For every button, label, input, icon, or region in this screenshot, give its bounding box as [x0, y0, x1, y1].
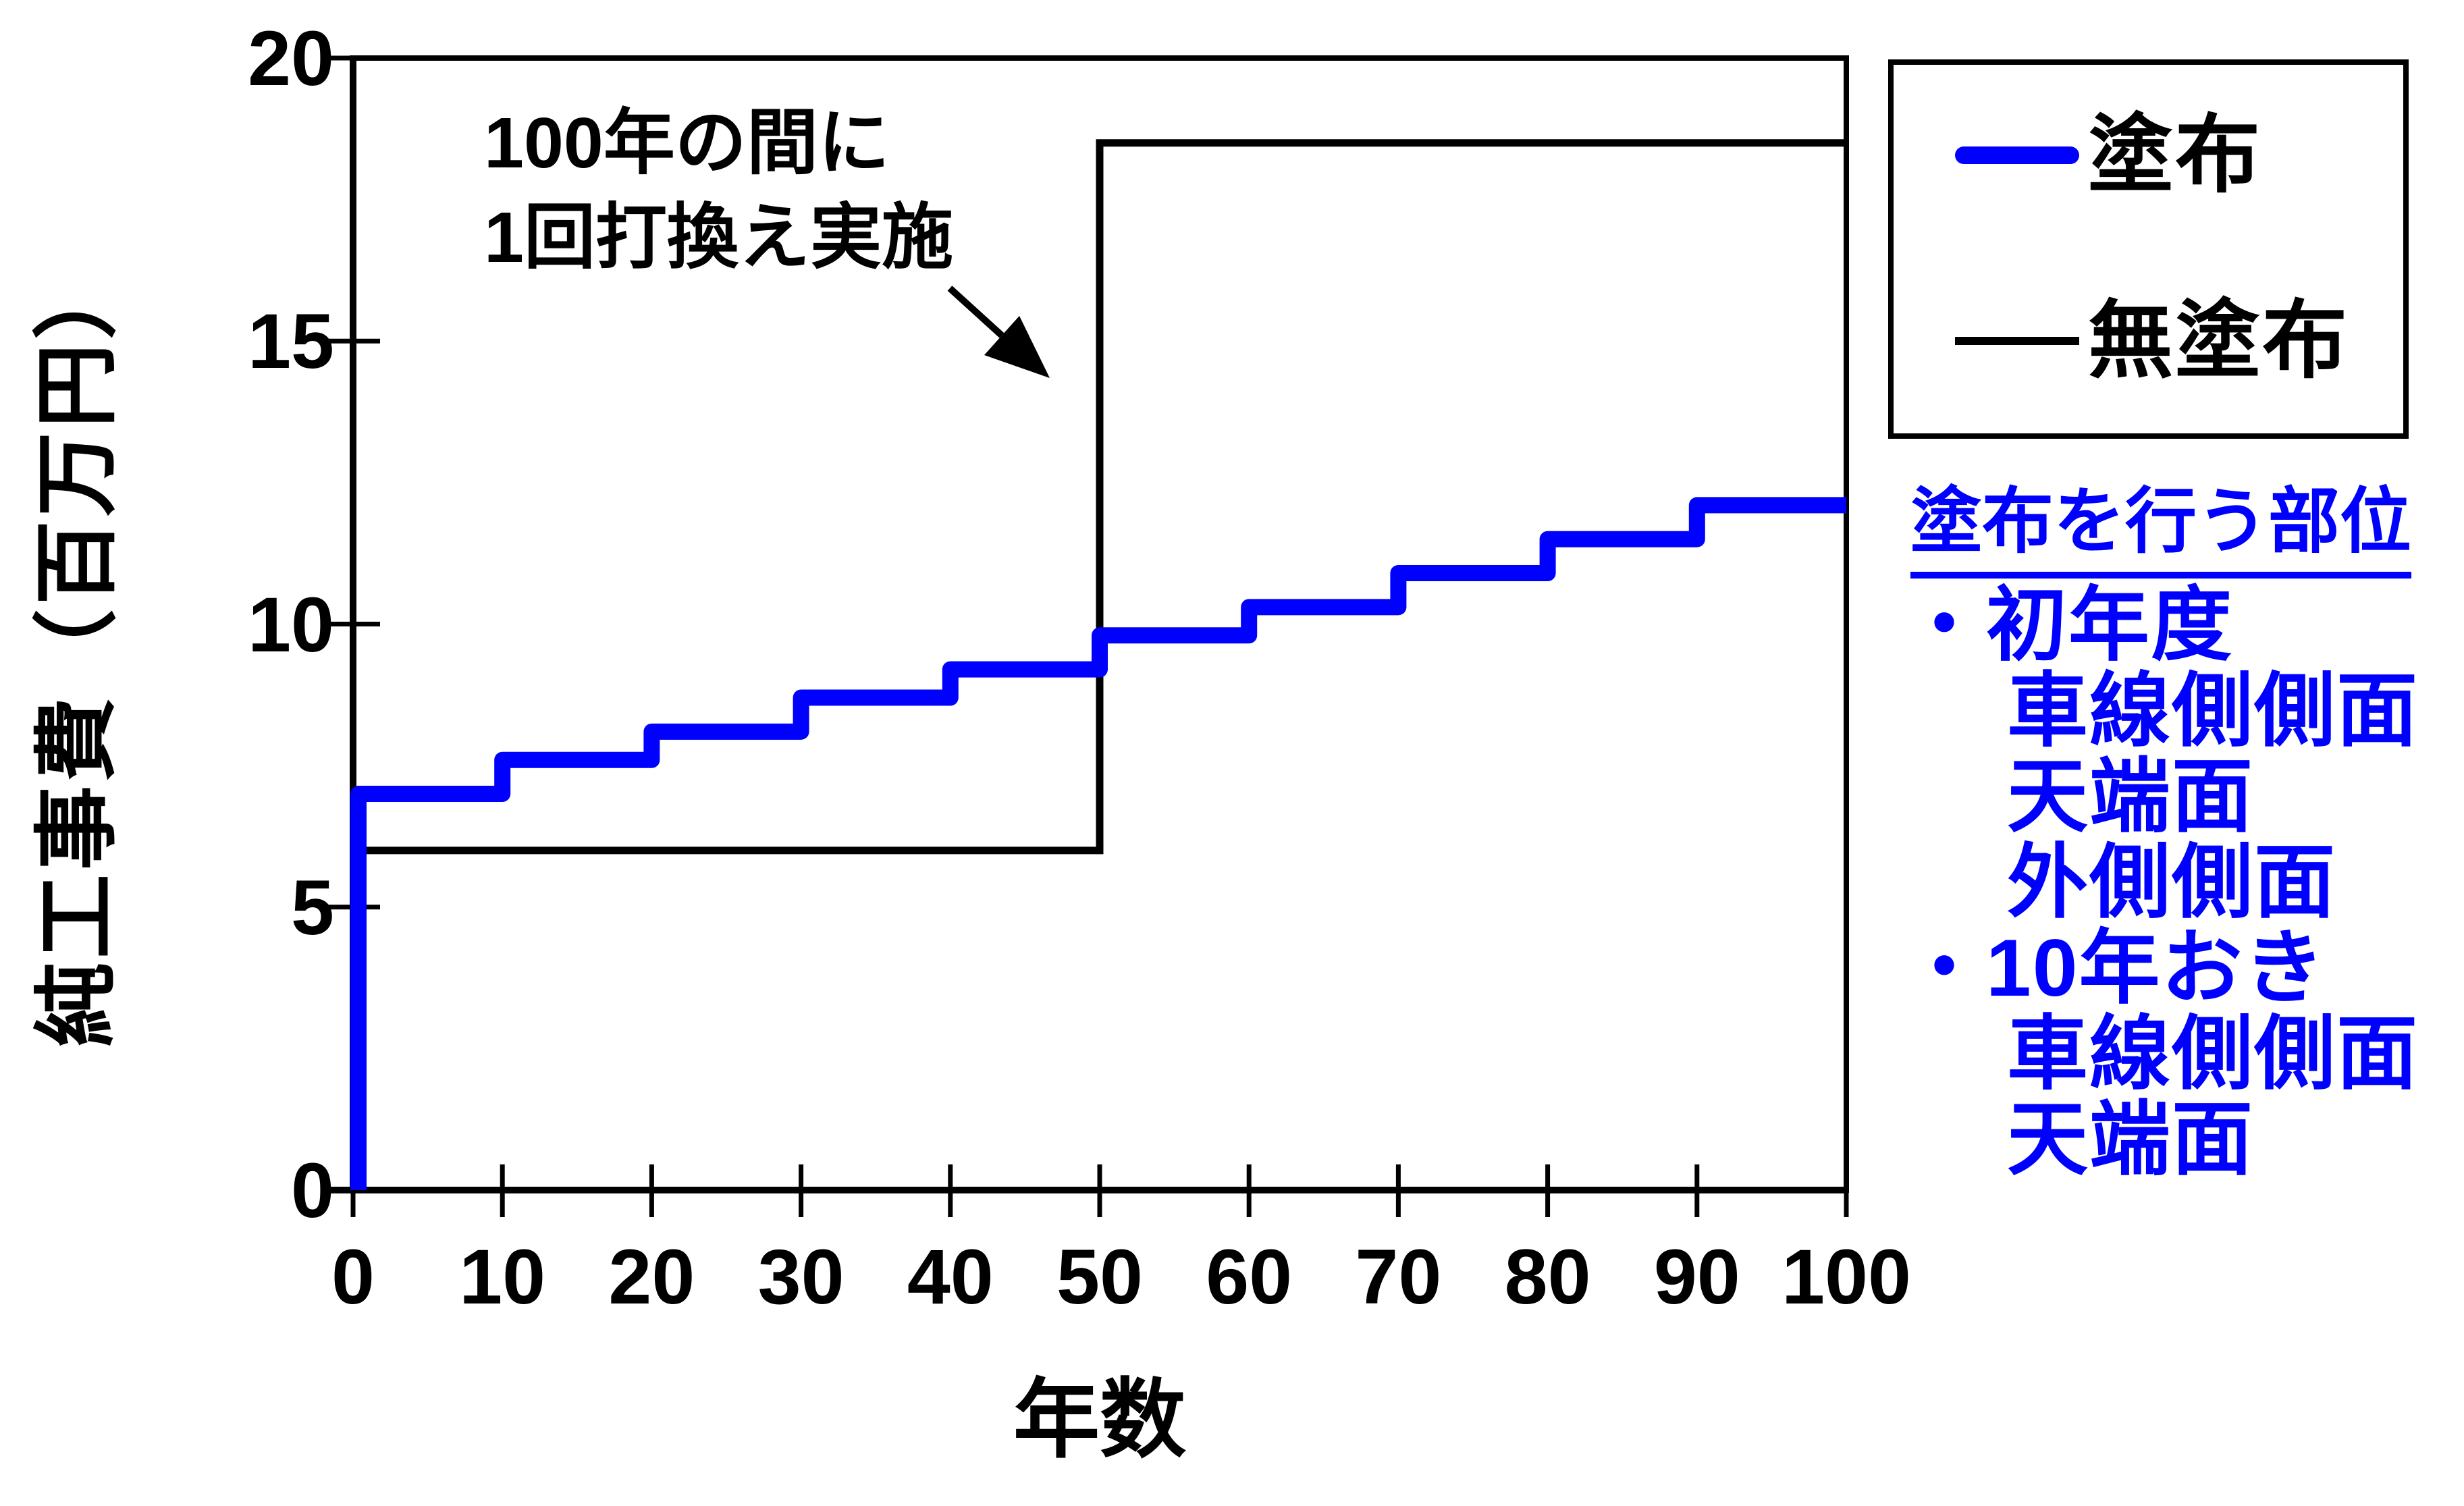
- x-tick-label: 50: [1056, 1234, 1143, 1320]
- y-tick-label: 5: [291, 864, 334, 951]
- x-tick-label: 60: [1206, 1234, 1293, 1320]
- annotation-arrow-head-icon: [984, 316, 1050, 378]
- x-tick-label: 80: [1504, 1234, 1591, 1320]
- legend-entry-coated: 塗布: [1955, 111, 2262, 199]
- legend-label-coated: 塗布: [2088, 107, 2262, 203]
- x-tick-label: 70: [1355, 1234, 1442, 1320]
- annotation-replacement-note: 100年の間に 1回打換え実施: [484, 96, 953, 285]
- x-tick-label: 40: [907, 1234, 994, 1320]
- side-note-item: 車線側側面: [2007, 1008, 2419, 1099]
- series-coated-line: [350, 497, 1846, 1190]
- annotation-line-2: 1回打換え実施: [484, 198, 953, 277]
- side-note-item: 車線側側面: [2007, 665, 2419, 756]
- legend-label-uncoated: 無塗布: [2088, 293, 2349, 388]
- side-note-item: 天端面: [2007, 1094, 2254, 1185]
- side-note-coated-parts: 塗布を行う部位 ・初年度 車線側側面 天端面 外側側面 ・10年おき 車線側側面 天端面: [1904, 481, 2419, 1183]
- series-uncoated-line: [353, 139, 1846, 855]
- side-note-items: ・初年度 車線側側面 天端面 外側側面 ・10年おき 車線側側面 天端面: [1904, 579, 2419, 1185]
- x-tick-label: 20: [608, 1234, 695, 1320]
- x-axis-title: 年数: [1013, 1372, 1186, 1468]
- annotation-arrow-shaft: [947, 286, 1005, 338]
- side-note-item: ・10年おき: [1904, 922, 2326, 1013]
- annotation-line-1: 100年の間に: [484, 103, 890, 183]
- side-note-item: 外側側面: [2007, 836, 2336, 927]
- x-tick-label: 0: [331, 1234, 375, 1320]
- y-axis-title: 純工事費（百万円）: [30, 251, 124, 1047]
- x-tick-label: 100: [1782, 1234, 1911, 1320]
- y-tick-label: 20: [248, 16, 334, 102]
- side-note-heading: 塗布を行う部位: [1910, 481, 2411, 579]
- x-tick-label: 10: [459, 1234, 546, 1320]
- side-note-item: 天端面: [2007, 751, 2254, 842]
- legend: 塗布 無塗布: [1888, 59, 2409, 439]
- uncoated-line-swatch-icon: [1955, 337, 2079, 345]
- coated-line-swatch-icon: [1955, 146, 2079, 164]
- y-tick-label: 0: [291, 1148, 334, 1234]
- y-tick-label: 10: [248, 581, 334, 668]
- legend-entry-uncoated: 無塗布: [1955, 297, 2349, 385]
- x-tick-label: 30: [757, 1234, 845, 1320]
- side-note-item: ・初年度: [1904, 579, 2233, 670]
- y-tick-label: 15: [248, 298, 334, 385]
- x-tick-label: 90: [1653, 1234, 1740, 1320]
